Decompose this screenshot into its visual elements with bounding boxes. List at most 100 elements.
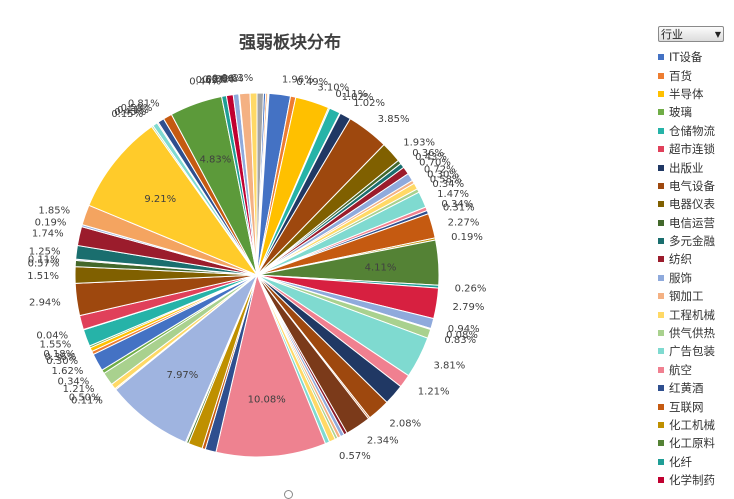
slice-data-label: 0.34% <box>58 376 90 387</box>
legend-filter-dropdown[interactable]: 行业 ▼ <box>658 26 724 42</box>
legend-label: 多元金融 <box>669 234 715 249</box>
slice-data-label: 0.57% <box>339 451 371 462</box>
legend-item: 服饰 <box>658 269 734 287</box>
legend-swatch <box>658 182 664 189</box>
legend-label: 超市连锁 <box>669 142 715 157</box>
legend-label: 出版业 <box>669 160 704 175</box>
slice-data-label: 0.49% <box>296 77 328 88</box>
slice-data-label: 0.11% <box>28 254 60 265</box>
legend-label: 百货 <box>669 68 692 83</box>
slice-data-label: 0.11% <box>117 105 149 116</box>
legend-item: 电信运营 <box>658 214 734 232</box>
pie-slice <box>249 92 258 276</box>
legend-item: 供气供热 <box>658 324 734 342</box>
legend-label: 化工原料 <box>669 436 715 451</box>
legend-item: 超市连锁 <box>658 140 734 158</box>
legend-label: 广告包装 <box>669 344 715 359</box>
legend-swatch <box>658 458 664 465</box>
legend-label: 化纤 <box>669 454 692 469</box>
legend-swatch <box>658 90 664 97</box>
legend-swatch <box>658 256 664 263</box>
slice-data-label: 0.94% <box>448 324 480 335</box>
slice-data-label: 7.97% <box>167 370 199 381</box>
slice-data-label: 0.26% <box>455 284 487 295</box>
slice-data-label: 0.58% <box>121 103 153 114</box>
slice-data-label: 1.55% <box>39 340 71 351</box>
legend-item: 纺织 <box>658 250 734 268</box>
legend-label: 钢加工 <box>669 289 704 304</box>
legend-label: 纺织 <box>669 252 692 267</box>
slice-data-label: 1.85% <box>38 206 70 217</box>
legend-item: 仓储物流 <box>658 122 734 140</box>
legend-swatch <box>658 201 664 208</box>
slice-data-label: 1.47% <box>437 189 469 200</box>
legend-list: IT设备百货半导体玻璃仓储物流超市连锁出版业电气设备电器仪表电信运营多元金融纺织… <box>658 48 734 489</box>
slice-data-label: 0.08% <box>446 330 478 341</box>
slice-data-label: 0.30% <box>427 170 459 181</box>
legend-label: 电器仪表 <box>669 197 715 212</box>
legend-item: 化纤 <box>658 453 734 471</box>
legend-item: 互联网 <box>658 397 734 415</box>
slice-data-label: 0.44% <box>189 76 221 87</box>
slice-data-label: 3.85% <box>378 114 410 125</box>
legend-swatch <box>658 72 664 79</box>
legend-swatch <box>658 311 664 318</box>
pie-chart: 1.96%0.49%3.10%0.11%1.02%1.02%3.85%1.93%… <box>27 73 487 462</box>
legend-swatch <box>658 238 664 245</box>
legend-item: 电气设备 <box>658 177 734 195</box>
slice-data-label: 0.11% <box>335 89 367 100</box>
legend-swatch <box>658 330 664 337</box>
legend-item: 化工原料 <box>658 434 734 452</box>
legend-swatch <box>658 348 664 355</box>
legend-swatch <box>658 385 664 392</box>
legend-item: 出版业 <box>658 158 734 176</box>
legend-swatch <box>658 219 664 226</box>
legend-label: 玻璃 <box>669 105 692 120</box>
legend-item: 航空 <box>658 361 734 379</box>
slice-data-label: 1.02% <box>353 98 385 109</box>
pie-slice <box>215 273 327 458</box>
slice-data-label: 0.62% <box>196 75 228 86</box>
slice-data-label: 0.15% <box>111 109 143 120</box>
slice-data-label: 0.50% <box>69 392 101 403</box>
legend-filter-label: 行业 <box>661 28 683 41</box>
slice-data-label: 0.58% <box>430 174 462 185</box>
legend-label: 化学制药 <box>669 473 715 488</box>
slice-data-label: 2.08% <box>389 418 421 429</box>
legend-item: IT设备 <box>658 48 734 66</box>
slice-data-label: 4.83% <box>200 154 232 165</box>
legend-swatch <box>658 54 664 61</box>
slice-data-label: 0.06% <box>206 74 238 85</box>
slice-data-label: 1.25% <box>29 246 61 257</box>
legend-swatch <box>658 146 664 153</box>
slice-data-label: 0.51% <box>202 74 234 85</box>
slice-data-label: 4.11% <box>365 263 397 274</box>
slice-data-label: 0.96% <box>212 73 244 84</box>
slice-data-label: 0.30% <box>46 356 78 367</box>
legend-item: 半导体 <box>658 85 734 103</box>
legend-label: 红黄酒 <box>669 381 704 396</box>
slice-data-label: 2.27% <box>448 217 480 228</box>
legend-item: 工程机械 <box>658 305 734 323</box>
legend-label: 化工机械 <box>669 418 715 432</box>
legend-label: 工程机械 <box>669 307 715 322</box>
legend-item: 电器仪表 <box>658 195 734 213</box>
legend-item: 玻璃 <box>658 103 734 121</box>
slice-data-label: 0.04% <box>36 330 68 341</box>
legend-item: 红黄酒 <box>658 379 734 397</box>
legend-item: 化学制药 <box>658 471 734 489</box>
legend-swatch <box>658 440 664 447</box>
slice-data-label: 0.11% <box>71 395 103 406</box>
legend-label: 电信运营 <box>669 215 715 230</box>
slice-data-label: 2.34% <box>367 436 399 447</box>
slice-data-label: 2.79% <box>453 302 485 313</box>
slice-data-label: 0.34% <box>432 179 464 190</box>
slice-data-label: 10.08% <box>248 394 286 405</box>
slice-data-label: 0.18% <box>43 349 75 360</box>
slice-data-label: 0.45% <box>114 107 146 118</box>
slice-data-label: 1.21% <box>418 387 450 398</box>
legend-swatch <box>658 164 664 171</box>
slice-data-label: 3.10% <box>317 82 349 93</box>
legend-item: 百货 <box>658 66 734 84</box>
legend-swatch <box>658 109 664 116</box>
